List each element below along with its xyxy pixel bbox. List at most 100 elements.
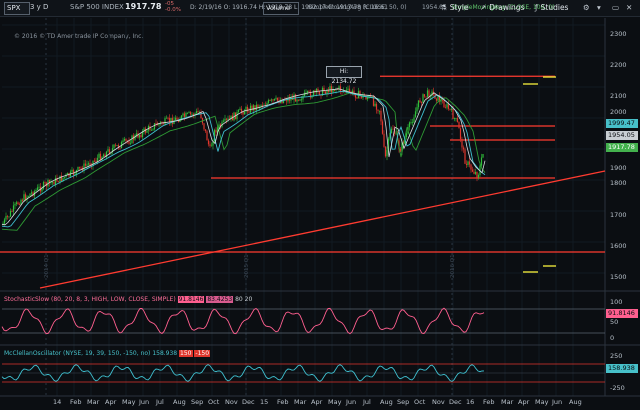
candle-body xyxy=(14,203,16,206)
timeframe-selector[interactable]: 3 y D xyxy=(30,3,49,11)
style-button[interactable]: ⚗ Style xyxy=(440,1,469,15)
candle-body xyxy=(255,104,258,111)
candle-body xyxy=(390,128,393,133)
candle-body xyxy=(300,99,303,101)
price-tick: 2100 xyxy=(610,92,627,100)
candle-body xyxy=(62,177,64,182)
candle-body xyxy=(332,89,334,93)
time-tick: Aug xyxy=(380,398,393,406)
candle-body xyxy=(428,90,430,97)
candle-body xyxy=(185,112,187,117)
year-watermark: 2014 Q1 xyxy=(44,254,50,278)
candle-body xyxy=(243,111,246,115)
price-tick: 1700 xyxy=(610,211,627,219)
candle-body xyxy=(210,145,213,147)
time-tick: Apr xyxy=(311,398,323,406)
candle-body xyxy=(89,163,91,166)
candle-body xyxy=(192,114,195,116)
candle-body xyxy=(365,96,367,100)
candle-body xyxy=(285,100,288,102)
time-tick: Feb xyxy=(277,398,289,406)
candle-body xyxy=(119,147,121,149)
candle-body xyxy=(423,94,426,97)
stochastic-d-value: 83.4253 xyxy=(206,296,234,303)
candle-body xyxy=(59,175,61,183)
candle-body xyxy=(143,128,145,132)
candle-body xyxy=(302,96,304,100)
candle-body xyxy=(306,91,309,93)
price-candles xyxy=(2,83,484,226)
stochastic-upper: 80 xyxy=(235,296,243,303)
candle-body xyxy=(275,97,277,99)
candle-body xyxy=(158,123,160,126)
maximize-button[interactable]: ▭ xyxy=(612,1,622,15)
candle-body xyxy=(116,145,118,146)
candle-body xyxy=(51,181,54,183)
candle-body xyxy=(209,144,211,147)
close-button[interactable]: ✕ xyxy=(626,1,635,15)
candle-body xyxy=(266,103,268,106)
candle-body xyxy=(165,117,168,119)
candle-body xyxy=(449,108,451,110)
price-tick: 2200 xyxy=(610,61,627,69)
candle-body xyxy=(246,106,249,112)
more-button[interactable]: ▾ xyxy=(597,1,604,15)
candle-body xyxy=(293,94,295,100)
menu-icon: ▾ xyxy=(597,3,601,12)
candle-body xyxy=(221,121,223,127)
last-price-tag: 1917.78 xyxy=(606,143,638,152)
last-price: 1917.78 xyxy=(125,2,162,11)
time-tick: Dec xyxy=(449,398,462,406)
candle-body xyxy=(12,205,15,212)
candle-body xyxy=(443,100,445,108)
candle-body xyxy=(99,153,102,161)
candle-body xyxy=(329,86,331,92)
mcclellan-label: McClellanOscillator (NYSE, 19, 39, 150, … xyxy=(4,349,211,358)
candle-body xyxy=(74,173,76,175)
candle-body xyxy=(371,96,373,98)
uptrend-line xyxy=(39,170,606,289)
sma50-legend[interactable]: SimpleMovingAvg (CLOSE, 50, 0) xyxy=(308,4,407,11)
candle-body xyxy=(348,88,351,92)
candle-body xyxy=(267,100,270,104)
candle-body xyxy=(276,97,279,101)
volume-toggle[interactable]: Volume xyxy=(263,2,299,15)
sma100-legend[interactable]: SimpleMovingAvg (CLOSE, 100, 0) xyxy=(452,4,555,11)
candle-body xyxy=(153,123,156,130)
candle-body xyxy=(96,157,99,162)
candle-body xyxy=(60,175,63,182)
time-tick: Mar xyxy=(87,398,100,406)
drawings-button[interactable]: ↗ Drawings xyxy=(480,1,524,15)
symbol-selector[interactable]: SPX xyxy=(4,2,30,15)
candle-body xyxy=(417,100,420,108)
candle-body xyxy=(180,115,183,120)
stochastic-study-name: StochasticSlow (80, 20, 8, 3, HIGH, LOW,… xyxy=(4,296,176,303)
change-value: -05 xyxy=(165,1,174,7)
studies-button[interactable]: ƒ Studies xyxy=(535,1,568,15)
candle-body xyxy=(113,144,115,149)
candle-body xyxy=(123,138,126,141)
price-tick: 2000 xyxy=(610,108,627,116)
candle-body xyxy=(41,188,43,192)
candle-body xyxy=(218,124,220,128)
projection-marks xyxy=(523,76,556,273)
candle-body xyxy=(78,166,81,168)
candle-body xyxy=(308,91,310,92)
candle-body xyxy=(366,97,369,100)
candle-body xyxy=(438,95,441,102)
candle-body xyxy=(213,129,216,142)
candle-body xyxy=(56,178,58,182)
candle-body xyxy=(95,160,97,162)
time-tick: Sep xyxy=(191,398,204,406)
time-tick: Jun xyxy=(346,398,357,406)
candle-body xyxy=(425,96,427,98)
time-tick: Jun xyxy=(139,398,150,406)
candle-body xyxy=(245,106,247,112)
candle-body xyxy=(21,199,24,201)
settings-button[interactable]: ⚙ xyxy=(583,1,593,15)
window-icon: ▭ xyxy=(612,3,620,12)
candle-body xyxy=(86,164,88,166)
candle-body xyxy=(411,122,414,124)
price-tick: 1900 xyxy=(610,164,627,172)
